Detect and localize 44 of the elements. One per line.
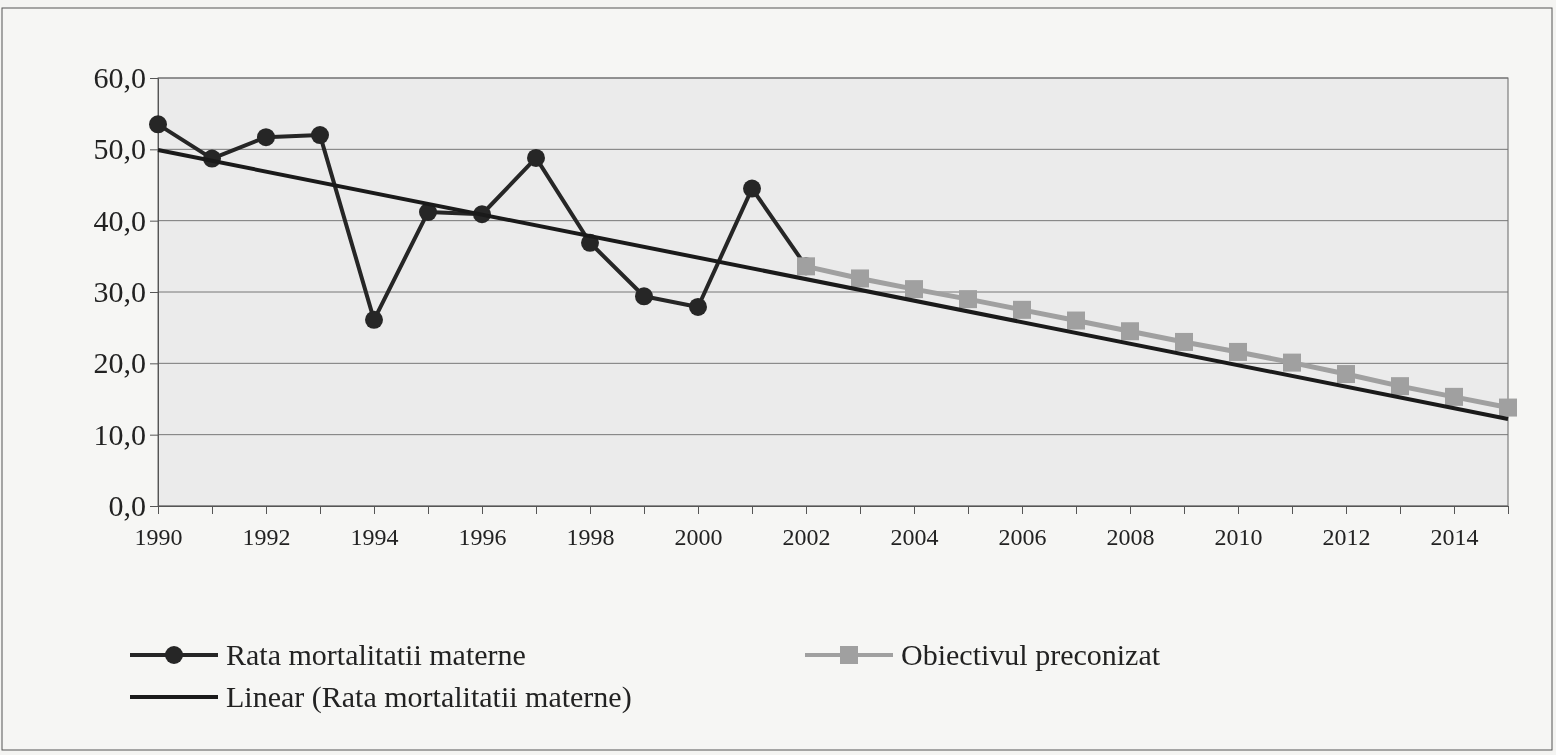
x-tick-label: 2012	[1322, 524, 1371, 551]
point	[635, 287, 653, 306]
x-tick-label: 2002	[782, 524, 831, 551]
y-tick-label: 30,0	[93, 275, 146, 309]
point	[743, 179, 761, 198]
point	[1445, 387, 1463, 406]
point	[1283, 353, 1301, 372]
point	[689, 297, 707, 316]
x-tick-label: 2014	[1430, 524, 1479, 551]
x-tick-label: 1992	[242, 524, 291, 551]
point	[1337, 365, 1355, 384]
x-tick-label: 2008	[1106, 524, 1155, 551]
x-tick-label: 1994	[350, 524, 399, 551]
point	[1391, 377, 1409, 396]
point	[851, 269, 869, 288]
x-tick-label: 2006	[998, 524, 1047, 551]
point	[149, 115, 167, 134]
x-tick-label: 2000	[674, 524, 723, 551]
point	[1175, 332, 1193, 351]
y-tick-label: 0,0	[108, 489, 146, 523]
y-tick-label: 20,0	[93, 346, 146, 380]
point	[1229, 342, 1247, 361]
legend-label: Obiectivul preconizat	[901, 638, 1161, 671]
point	[1121, 322, 1139, 341]
legend-label: Linear (Rata mortalitatii materne)	[226, 680, 632, 714]
y-tick-label: 40,0	[93, 203, 146, 237]
x-tick-label: 2004	[890, 524, 939, 551]
point	[1013, 300, 1031, 319]
y-tick-label: 50,0	[93, 132, 146, 166]
y-tick-label: 60,0	[93, 61, 146, 95]
point	[1067, 311, 1085, 330]
x-tick-label: 2010	[1214, 524, 1263, 551]
x-tick-label: 1990	[134, 524, 183, 551]
point	[1499, 398, 1517, 417]
point	[257, 128, 275, 147]
point	[527, 148, 545, 167]
x-tick-label: 1996	[458, 524, 507, 551]
y-tick-label: 10,0	[93, 417, 146, 451]
point	[959, 290, 977, 309]
point	[905, 280, 923, 299]
point	[311, 126, 329, 145]
legend-label: Rata mortalitatii materne	[226, 638, 526, 671]
x-tick-label: 1998	[566, 524, 615, 551]
point	[365, 310, 383, 329]
